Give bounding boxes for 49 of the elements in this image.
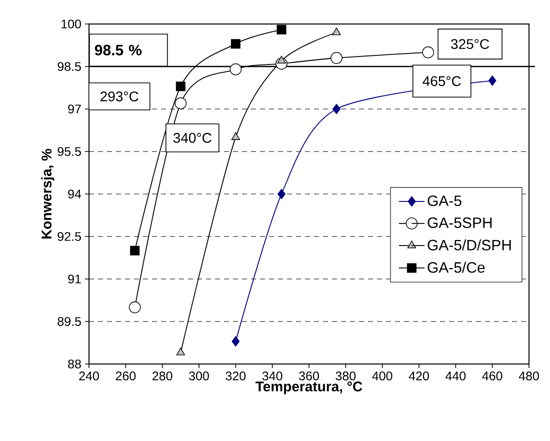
point [332,28,341,36]
point [230,63,242,76]
point [128,301,141,314]
y-tick-label: 91 [68,274,81,284]
y-tick-label: 89.5 [58,317,81,326]
y-tick-label: 97 [68,104,81,114]
x-tick-label: 240 [79,372,99,380]
point [278,188,286,200]
x-tick-label: 360 [299,372,319,380]
point [330,52,342,64]
x-axis-title: Temperatura, °C [256,382,362,394]
annotation: 325°C [451,39,490,50]
point [176,82,186,92]
legend-label: GA-5/D/SPH [428,239,511,250]
point [231,132,240,140]
y-tick-label: 98.5 [58,62,81,71]
point [232,336,240,346]
annotation: 465°C [422,76,461,86]
point [422,46,434,58]
legend-label: GA-5SPH [428,217,492,228]
x-tick-label: 420 [408,372,429,380]
point [130,246,140,256]
point [174,97,187,110]
y-axis-title: Konwersja, % [41,148,54,239]
point [332,104,340,114]
x-tick-label: 480 [518,372,539,380]
point [276,24,286,34]
x-tick-label: 380 [336,372,356,380]
annotation: 340°C [173,132,212,143]
x-tick-label: 440 [446,372,466,380]
point [230,39,240,49]
ref-line-label: 98.5 % [94,44,142,56]
x-tick-label: 400 [372,372,392,380]
x-tick-label: 320 [226,372,246,380]
legend-label: GA-5 [428,195,462,206]
x-tick-label: 300 [189,372,209,380]
annotation: 293°C [100,91,138,102]
legend-label: GA-5/Ce [428,262,485,273]
y-tick-label: 100 [62,20,81,28]
x-tick-label: 260 [116,372,136,380]
point [488,76,496,86]
x-tick-label: 340 [262,372,282,380]
y-tick-label: 94 [68,190,82,198]
y-tick-label: 95.5 [58,147,81,156]
point [176,348,185,356]
y-tick-label: 88 [68,360,81,368]
y-tick-label: 92.5 [58,232,81,241]
x-tick-label: 460 [482,372,502,380]
x-tick-label: 280 [152,372,172,380]
